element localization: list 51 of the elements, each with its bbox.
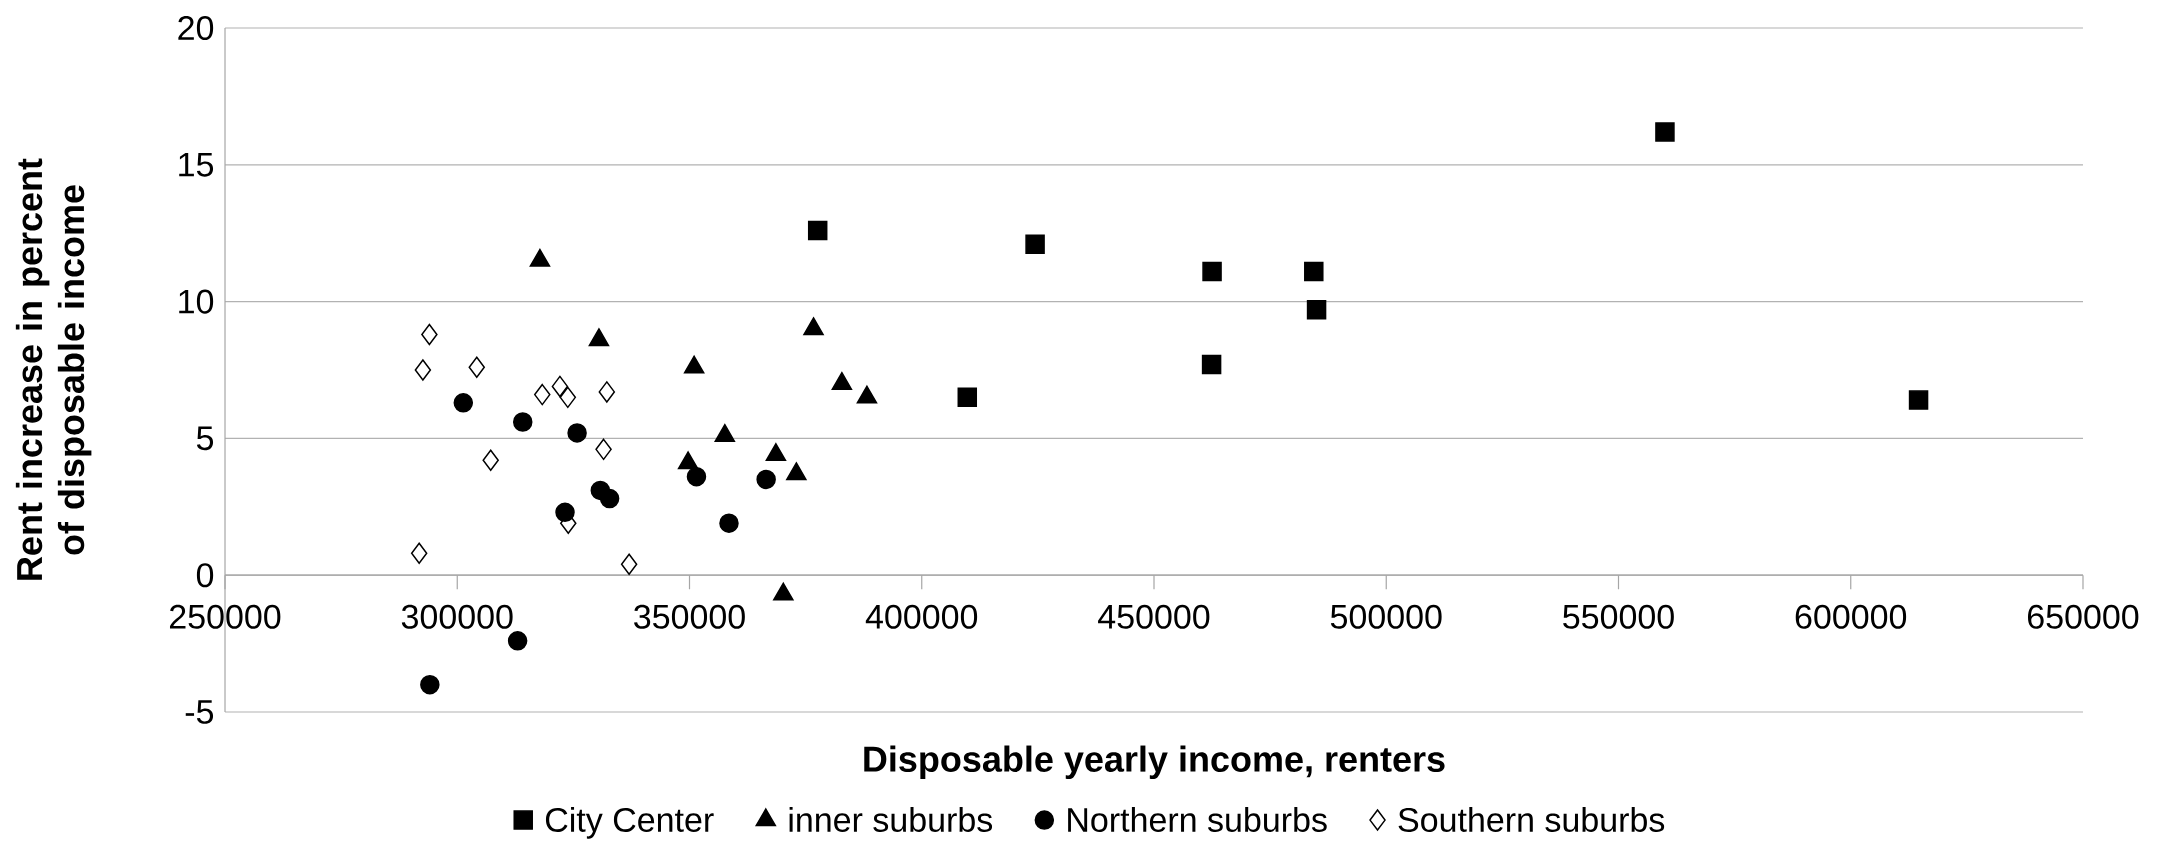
point (534, 383, 551, 406)
point (410, 542, 428, 565)
point (1202, 261, 1222, 282)
point (421, 323, 438, 346)
point (957, 387, 978, 408)
point (453, 393, 474, 413)
point (686, 466, 707, 487)
x-tick-label: 350000 (634, 604, 745, 629)
point (620, 553, 638, 575)
point (482, 449, 499, 472)
point (719, 513, 739, 533)
point (1304, 261, 1324, 282)
legend-label: inner suburbs (789, 807, 993, 832)
point (507, 631, 528, 651)
point (1306, 300, 1327, 320)
y-tick-label: 10 (179, 289, 214, 314)
x-axis-title: Disposable yearly income, renters (864, 745, 1445, 780)
point (567, 423, 587, 443)
point (1655, 122, 1675, 142)
legend-label: Northern suburbs (1068, 807, 1327, 832)
y-tick-label: 20 (178, 15, 214, 41)
point (414, 359, 432, 381)
x-tick-label: 650000 (2027, 604, 2139, 629)
x-tick-label: 600000 (1795, 604, 1907, 629)
point (756, 469, 776, 490)
y-axis-title: Rent increase in percent of disposable income (15, 158, 92, 580)
y-tick-label: 15 (179, 152, 214, 177)
x-tick-label: 550000 (1563, 604, 1674, 629)
x-tick-label: 300000 (401, 604, 513, 629)
legend-label: City Center (545, 807, 714, 839)
point (551, 375, 569, 398)
y-tick-label: -5 (185, 700, 214, 724)
y-tick-label: 0 (196, 563, 214, 588)
point (1908, 390, 1929, 410)
x-tick-label: 400000 (865, 604, 978, 629)
point (595, 438, 612, 461)
point (1201, 354, 1222, 375)
point (598, 381, 616, 403)
point (513, 412, 533, 432)
point (599, 488, 620, 509)
x-tick-label: 250000 (169, 604, 281, 629)
point (555, 502, 575, 523)
point (420, 674, 440, 695)
point (807, 220, 828, 241)
legend-label: Southern suburbs (1398, 807, 1665, 832)
point (559, 386, 577, 409)
point (1025, 234, 1045, 254)
x-tick-label: 500000 (1330, 604, 1442, 629)
y-tick-label: 5 (196, 426, 214, 451)
point (468, 356, 486, 379)
x-tick-label: 450000 (1098, 604, 1210, 629)
